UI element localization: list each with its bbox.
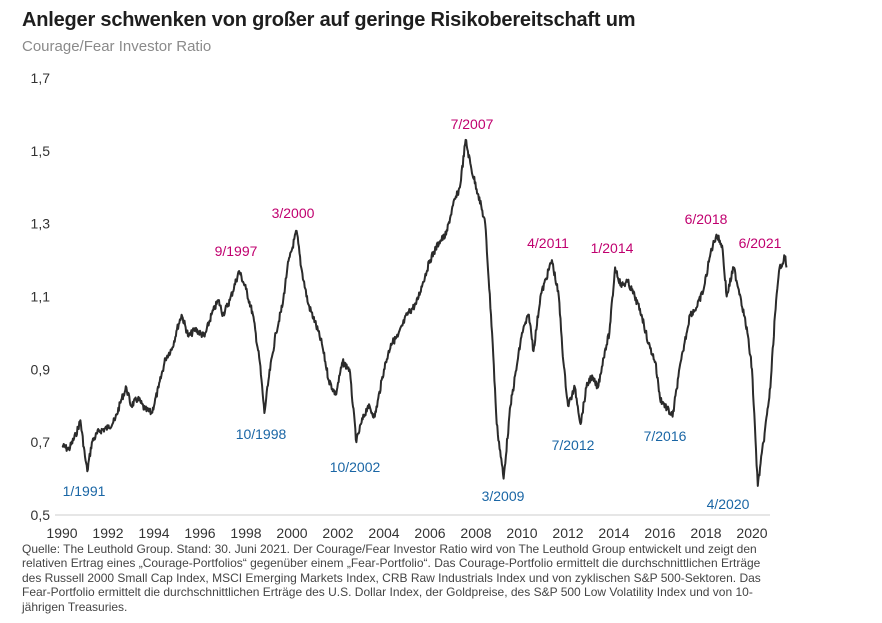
- y-tick-label: 1,1: [31, 289, 51, 305]
- trough-annotation: 7/2016: [644, 428, 687, 444]
- x-tick-label: 2000: [276, 525, 307, 540]
- x-tick-label: 1990: [46, 525, 77, 540]
- y-tick-label: 0,5: [31, 507, 51, 523]
- source-footnote: Quelle: The Leuthold Group. Stand: 30. J…: [22, 542, 761, 614]
- trough-annotation: 10/1998: [236, 426, 287, 442]
- ratio-series-line: [61, 138, 788, 487]
- x-tick-label: 2010: [506, 525, 537, 540]
- y-tick-label: 0,7: [31, 434, 51, 450]
- peak-annotation: 3/2000: [272, 205, 315, 221]
- y-tick-label: 0,9: [31, 361, 51, 377]
- peak-annotation: 4/2011: [527, 235, 569, 251]
- x-tick-label: 2018: [690, 525, 721, 540]
- chart-title: Anleger schwenken von großer auf geringe…: [22, 9, 636, 31]
- y-tick-label: 1,5: [31, 143, 51, 159]
- line-chart: 0,5 0,7 0,9 1,1 1,3 1,5 1,7 1990 1992 1994 1996 199…: [31, 70, 788, 540]
- x-tick-label: 2014: [598, 525, 629, 540]
- x-tick-label: 1996: [184, 525, 215, 540]
- y-tick-label: 1,3: [31, 216, 51, 232]
- x-tick-label: 2002: [322, 525, 353, 540]
- peak-annotation: 1/2014: [591, 240, 634, 256]
- x-tick-label: 2004: [368, 525, 399, 540]
- trough-annotation: 4/2020: [707, 496, 750, 512]
- trough-annotation: 3/2009: [482, 488, 525, 504]
- trough-annotation: 10/2002: [330, 459, 381, 475]
- peak-annotation: 6/2021: [739, 235, 782, 251]
- peak-annotation: 7/2007: [451, 116, 494, 132]
- x-tick-label: 2012: [552, 525, 583, 540]
- x-tick-label: 1998: [230, 525, 261, 540]
- x-tick-label: 1994: [138, 525, 169, 540]
- y-tick-label: 1,7: [31, 70, 51, 86]
- peak-annotation: 9/1997: [215, 243, 258, 259]
- trough-annotation: 1/1991: [63, 483, 106, 499]
- x-tick-label: 2006: [414, 525, 445, 540]
- x-tick-label: 2020: [736, 525, 767, 540]
- x-tick-label: 1992: [92, 525, 123, 540]
- chart-subtitle: Courage/Fear Investor Ratio: [22, 38, 212, 55]
- peak-annotation: 6/2018: [685, 211, 728, 227]
- x-tick-label: 2016: [644, 525, 675, 540]
- x-tick-label: 2008: [460, 525, 491, 540]
- trough-annotation: 7/2012: [552, 437, 595, 453]
